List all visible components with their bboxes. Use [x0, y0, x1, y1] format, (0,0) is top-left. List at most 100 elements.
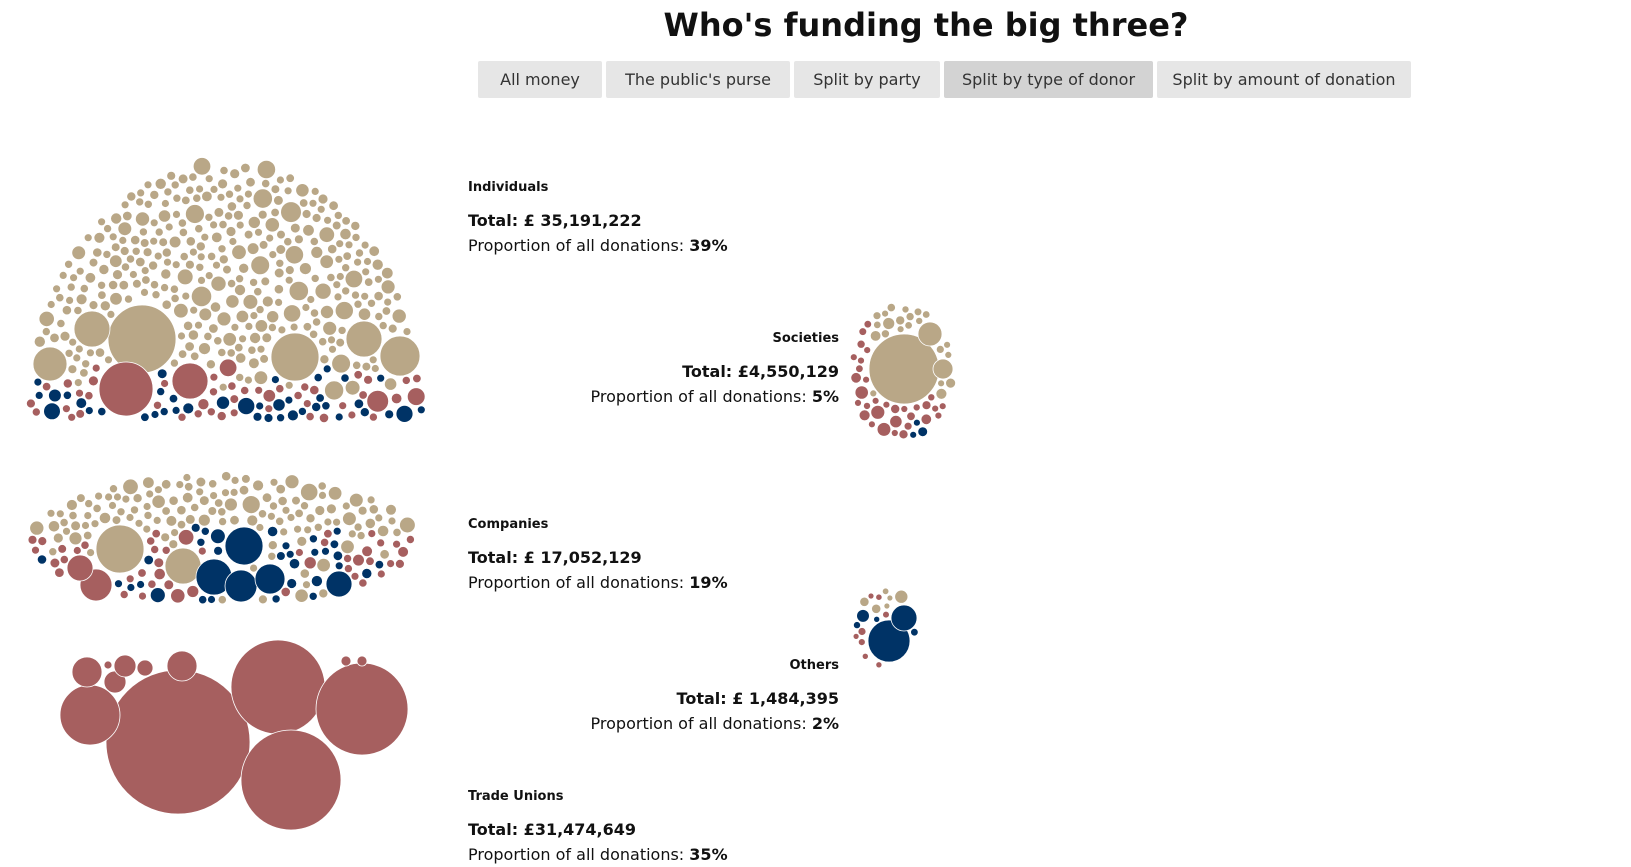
bubble-companies	[36, 554, 48, 565]
bubble-companies	[142, 502, 152, 511]
tab-publics-purse[interactable]: The public's purse	[606, 61, 790, 98]
bubble-companies	[66, 499, 78, 511]
bubble-individuals	[283, 186, 293, 196]
bubble-individuals	[92, 247, 103, 258]
bubble-individuals	[179, 252, 189, 262]
bubble-individuals	[149, 236, 159, 246]
bubble-companies	[275, 483, 286, 495]
bubble-companies	[229, 487, 239, 497]
bubble-individuals	[316, 204, 326, 214]
proportion-value: 5%	[811, 387, 839, 406]
bubble-societies	[917, 426, 928, 438]
bubble-companies	[119, 590, 129, 600]
bubble-societies	[889, 414, 903, 429]
bubble-companies	[294, 548, 304, 557]
bubble-societies	[909, 430, 918, 439]
bubble-companies	[364, 517, 376, 530]
bubble-individuals	[177, 331, 186, 341]
bubble-companies	[46, 508, 56, 518]
bubble-individuals	[66, 282, 76, 292]
bubble-societies	[863, 320, 872, 329]
bubble-individuals	[109, 292, 123, 306]
bubble-companies	[92, 503, 102, 513]
bubble-individuals	[333, 292, 343, 302]
bubble-individuals	[71, 245, 86, 261]
bubble-individuals	[344, 379, 361, 396]
bubble-individuals	[391, 308, 407, 324]
bubble-individuals	[182, 402, 195, 415]
bubble-individuals	[364, 277, 374, 287]
bubble-individuals	[302, 322, 313, 332]
view-tabs: All money The public's purse Split by pa…	[478, 61, 1411, 98]
bubble-individuals	[195, 184, 205, 194]
bubble-companies	[218, 517, 228, 527]
bubble-companies	[367, 529, 377, 538]
bubble-individuals	[344, 269, 364, 289]
bubble-companies	[281, 541, 291, 551]
bubble-companies	[136, 580, 146, 589]
bubble-individuals	[149, 189, 160, 200]
total-label: Total: £ 17,052,129	[468, 548, 642, 567]
bubble-individuals	[158, 237, 169, 248]
bubble-companies	[150, 545, 160, 555]
bubble-individuals	[125, 254, 136, 264]
bubble-companies	[168, 539, 179, 550]
bubble-individuals	[273, 267, 285, 279]
bubble-others	[852, 633, 860, 640]
category-label: Others	[789, 658, 840, 673]
bubble-companies	[279, 527, 289, 537]
bubble-individuals	[275, 244, 287, 255]
bubble-trade-unions	[71, 656, 103, 688]
bubble-individuals	[203, 331, 213, 341]
tab-split-by-party[interactable]: Split by party	[794, 61, 940, 98]
bubble-individuals	[333, 210, 343, 220]
tab-split-by-type-of-donor[interactable]: Split by type of donor	[944, 61, 1153, 98]
bubble-companies	[308, 534, 318, 544]
proportion-value: 39%	[689, 236, 728, 255]
bubble-companies	[134, 518, 144, 528]
tab-all-money[interactable]: All money	[478, 61, 602, 98]
bubble-companies	[142, 524, 152, 534]
bubble-others	[875, 661, 883, 669]
bubble-companies	[55, 509, 65, 519]
bubble-individuals	[240, 385, 250, 396]
bubble-individuals	[218, 382, 228, 392]
bubble-individuals	[188, 247, 198, 257]
bubble-companies	[121, 494, 131, 504]
bubble-individuals	[380, 279, 396, 295]
bubble-companies	[146, 536, 156, 546]
bubble-individuals	[293, 234, 304, 245]
bubble-companies	[347, 529, 357, 539]
bubble-individuals	[169, 358, 179, 368]
bubble-others	[894, 589, 909, 604]
bubble-individuals	[91, 363, 101, 373]
bubble-individuals	[351, 232, 361, 242]
bubble-companies	[285, 549, 295, 559]
bubble-companies	[257, 594, 268, 605]
bubble-societies	[944, 350, 953, 359]
bubble-individuals	[215, 395, 230, 410]
bubble-societies	[890, 429, 899, 437]
bubble-companies	[327, 486, 343, 501]
proportion-line: Proportion of all donations: 5%	[591, 387, 839, 406]
tab-split-by-amount[interactable]: Split by amount of donation	[1157, 61, 1411, 98]
bubble-companies	[59, 517, 69, 528]
bubble-individuals	[225, 294, 240, 309]
bubble-companies	[303, 556, 317, 570]
bubble-individuals	[171, 405, 181, 415]
bubble-companies	[332, 517, 342, 527]
bubble-individuals	[46, 300, 56, 309]
bubble-companies	[376, 569, 386, 579]
category-label: Societies	[772, 331, 840, 346]
bubble-societies	[935, 344, 945, 354]
bubble-individuals	[97, 290, 107, 300]
bubble-individuals	[75, 266, 85, 276]
bubble-individuals	[122, 210, 133, 222]
bubble-individuals	[210, 275, 227, 292]
bubble-societies	[901, 305, 910, 314]
bubble-companies	[314, 505, 326, 516]
bubble-others	[886, 594, 894, 602]
bubble-individuals	[262, 389, 277, 403]
bubble-companies	[217, 595, 227, 605]
bubble-individuals	[374, 311, 384, 321]
